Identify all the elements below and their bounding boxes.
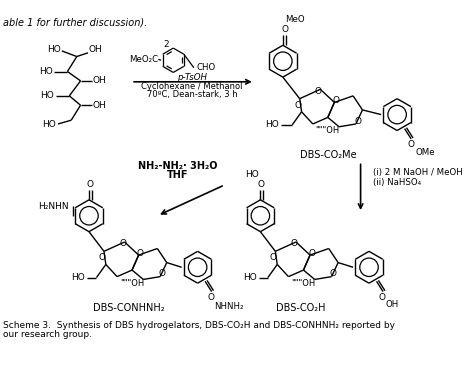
- Text: O: O: [291, 239, 298, 248]
- Text: HO: HO: [43, 120, 56, 130]
- Text: O: O: [270, 253, 277, 262]
- Text: H₂NHN: H₂NHN: [38, 202, 68, 211]
- Text: HO: HO: [265, 120, 279, 130]
- Text: O: O: [119, 239, 126, 248]
- Text: O: O: [158, 269, 165, 278]
- Text: 2: 2: [163, 40, 169, 49]
- Text: O: O: [333, 96, 340, 105]
- Text: p-TsOH: p-TsOH: [177, 73, 207, 82]
- Text: Scheme 3.  Synthesis of DBS hydrogelators, DBS-CO₂H and DBS-CONHNH₂ reported by: Scheme 3. Synthesis of DBS hydrogelators…: [3, 320, 395, 330]
- Text: NH₂-NH₂· 3H₂O: NH₂-NH₂· 3H₂O: [138, 161, 218, 171]
- Text: OH: OH: [88, 46, 102, 54]
- Text: O: O: [379, 293, 386, 302]
- Text: CHO: CHO: [197, 63, 216, 72]
- Text: O: O: [281, 25, 288, 34]
- Text: O: O: [137, 249, 144, 258]
- Text: O: O: [207, 293, 214, 302]
- Text: 70ºC, Dean-stark, 3 h: 70ºC, Dean-stark, 3 h: [146, 91, 237, 99]
- Text: O: O: [315, 87, 322, 96]
- Text: DBS-CO₂H: DBS-CO₂H: [276, 303, 326, 312]
- Text: OH: OH: [386, 300, 399, 309]
- Text: HO: HO: [72, 273, 85, 282]
- Text: O: O: [294, 101, 301, 110]
- Text: OMe: OMe: [416, 147, 436, 157]
- Text: O: O: [408, 140, 415, 149]
- Text: NHNH₂: NHNH₂: [214, 302, 244, 311]
- Text: """OH: """OH: [292, 279, 316, 288]
- Text: DBS-CO₂Me: DBS-CO₂Me: [300, 150, 356, 160]
- Text: O: O: [86, 180, 93, 189]
- Text: HO: HO: [243, 273, 256, 282]
- Text: HO: HO: [47, 46, 61, 54]
- Text: MeO: MeO: [285, 15, 304, 24]
- Text: our research group.: our research group.: [3, 330, 92, 339]
- Text: Cyclohexane / Methanol: Cyclohexane / Methanol: [141, 82, 243, 91]
- Text: """OH: """OH: [316, 126, 340, 135]
- Text: O: O: [309, 249, 315, 258]
- Text: OH: OH: [93, 101, 107, 110]
- Text: OH: OH: [93, 76, 107, 85]
- Text: (ii) NaHSO₄: (ii) NaHSO₄: [373, 177, 421, 187]
- Text: (i) 2 M NaOH / MeOH: (i) 2 M NaOH / MeOH: [373, 168, 463, 177]
- Text: HO: HO: [39, 67, 53, 76]
- Text: able 1 for further discussion).: able 1 for further discussion).: [3, 17, 147, 27]
- Text: """OH: """OH: [120, 279, 144, 288]
- Text: HO: HO: [245, 170, 258, 179]
- Text: MeO₂C: MeO₂C: [129, 55, 158, 64]
- Text: O: O: [354, 117, 361, 126]
- Text: O: O: [258, 180, 265, 189]
- Text: O: O: [330, 269, 337, 278]
- Text: O: O: [99, 253, 106, 262]
- Text: HO: HO: [41, 91, 55, 100]
- Text: DBS-CONHNH₂: DBS-CONHNH₂: [93, 303, 165, 312]
- Text: THF: THF: [167, 170, 189, 180]
